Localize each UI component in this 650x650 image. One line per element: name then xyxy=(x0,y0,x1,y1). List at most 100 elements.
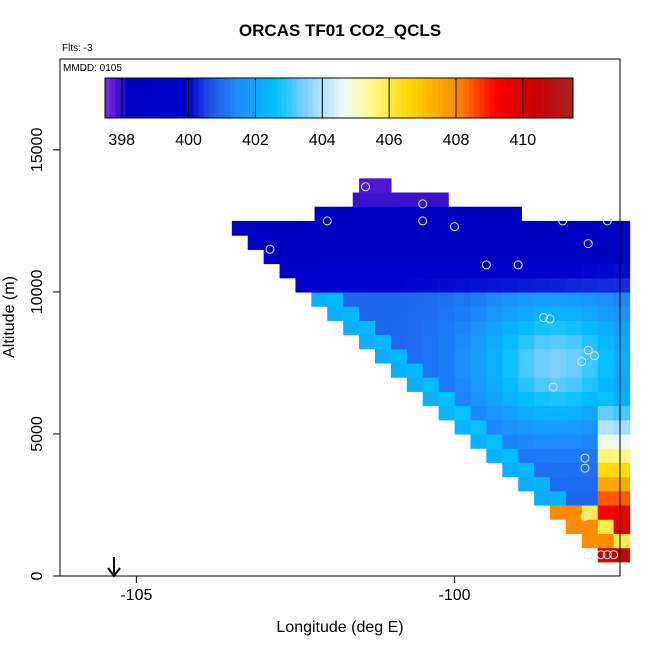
colorbar-swatch xyxy=(500,78,506,118)
sample-point xyxy=(609,550,619,560)
heatmap-cell xyxy=(375,320,392,336)
colorbar-swatch xyxy=(359,78,366,118)
colorbar-swatch xyxy=(567,78,574,118)
heatmap-cell xyxy=(565,476,583,492)
heatmap-cell xyxy=(406,362,424,378)
heatmap-cell xyxy=(597,306,615,321)
colorbar-swatch xyxy=(120,78,127,118)
heatmap-cell xyxy=(597,433,615,449)
sample-point xyxy=(596,550,606,560)
sample-point xyxy=(265,244,275,254)
heatmap-cell xyxy=(565,462,583,478)
colorbar-swatch xyxy=(370,78,376,118)
heatmap-cell xyxy=(454,220,472,236)
heatmap-cell xyxy=(406,249,424,265)
sample-point xyxy=(602,550,612,560)
heatmap-cell xyxy=(613,362,631,378)
heatmap-cell xyxy=(470,249,487,265)
heatmap-cell xyxy=(581,476,599,492)
heatmap-cell xyxy=(550,263,567,279)
colorbar-swatch xyxy=(437,78,444,118)
heatmap-cell xyxy=(581,362,599,378)
heatmap-cell xyxy=(613,277,631,293)
heatmap-cell xyxy=(518,391,535,407)
heatmap-cell xyxy=(565,405,583,421)
heatmap-cell xyxy=(425,206,443,222)
heatmap-cell xyxy=(518,291,535,307)
heatmap-cell xyxy=(327,263,344,279)
heatmap-cell xyxy=(534,235,551,250)
heatmap-cell xyxy=(375,277,392,293)
heatmap-cell xyxy=(550,220,567,236)
colorbar-swatch xyxy=(229,78,236,118)
heatmap-cell xyxy=(375,220,392,236)
heatmap-cell xyxy=(352,192,370,208)
x-axis: -105 -100 xyxy=(120,576,471,604)
heatmap-cell xyxy=(454,277,472,293)
colorbar-swatch xyxy=(552,78,558,118)
heatmap-cell xyxy=(470,320,487,336)
heatmap-cell xyxy=(422,377,440,392)
sample-point xyxy=(450,222,459,232)
heatmap-cell xyxy=(581,490,599,506)
heatmap-cell xyxy=(343,320,360,336)
heatmap-cell xyxy=(597,490,615,506)
heatmap-cell xyxy=(581,263,599,279)
heatmap-cell xyxy=(327,235,344,250)
heatmap-cell xyxy=(565,377,583,392)
heatmap-cell xyxy=(359,277,376,293)
heatmap-cell xyxy=(597,533,615,549)
colorbar-swatch xyxy=(203,78,210,118)
heatmap-cell xyxy=(454,263,472,279)
sample-point xyxy=(418,199,428,209)
heatmap-cell xyxy=(390,291,408,307)
heatmap-cell xyxy=(330,206,347,222)
heatmap-cell xyxy=(518,235,535,250)
heatmap-cell xyxy=(311,277,328,293)
heatmap-cell xyxy=(502,235,519,250)
heatmap-cell xyxy=(550,334,567,350)
heatmap-field xyxy=(231,178,631,563)
heatmap-cell xyxy=(565,490,583,506)
origin-arrow-icon xyxy=(107,557,121,578)
heatmap-cell xyxy=(613,391,631,407)
heatmap-cell xyxy=(486,291,503,307)
colorbar-swatch xyxy=(162,78,168,118)
heatmap-cell xyxy=(534,291,551,307)
sample-point xyxy=(513,260,523,270)
colorbar-swatch xyxy=(562,78,569,118)
heatmap-cell xyxy=(263,220,281,236)
heatmap-cell xyxy=(359,320,376,336)
heatmap-cell xyxy=(534,476,551,492)
sample-point xyxy=(322,216,332,226)
heatmap-cell xyxy=(581,220,599,236)
heatmap-cell xyxy=(581,448,599,463)
colorbar-swatch xyxy=(318,78,324,118)
heatmap-cell xyxy=(581,405,599,421)
colorbar-swatch xyxy=(422,78,428,118)
heatmap-cell xyxy=(346,206,363,222)
heatmap-cell xyxy=(231,220,249,236)
heatmap-cell xyxy=(565,519,583,534)
heatmap-cell xyxy=(486,405,503,421)
heatmap-cell xyxy=(454,362,472,378)
heatmap-cell xyxy=(406,291,424,307)
y-axis: 0 5000 10000 15000 xyxy=(29,128,60,580)
heatmap-cell xyxy=(597,419,615,435)
colorbar-swatch xyxy=(281,78,288,118)
heatmap-cell xyxy=(359,306,376,321)
heatmap-cell xyxy=(295,263,312,279)
heatmap-cell xyxy=(295,235,312,250)
heatmap-cell xyxy=(518,249,535,265)
heatmap-cell xyxy=(581,504,599,520)
heatmap-cell xyxy=(486,433,503,449)
heatmap-cell xyxy=(311,291,328,307)
heatmap-cell xyxy=(422,235,440,250)
colorbar-swatch xyxy=(125,78,132,118)
y-tick-label: 0 xyxy=(29,571,46,580)
heatmap-cell xyxy=(550,277,567,293)
heatmap-cell xyxy=(565,433,583,449)
colorbar-swatch xyxy=(531,78,538,118)
heatmap-cell xyxy=(343,220,360,236)
heatmap-cell xyxy=(343,306,360,321)
